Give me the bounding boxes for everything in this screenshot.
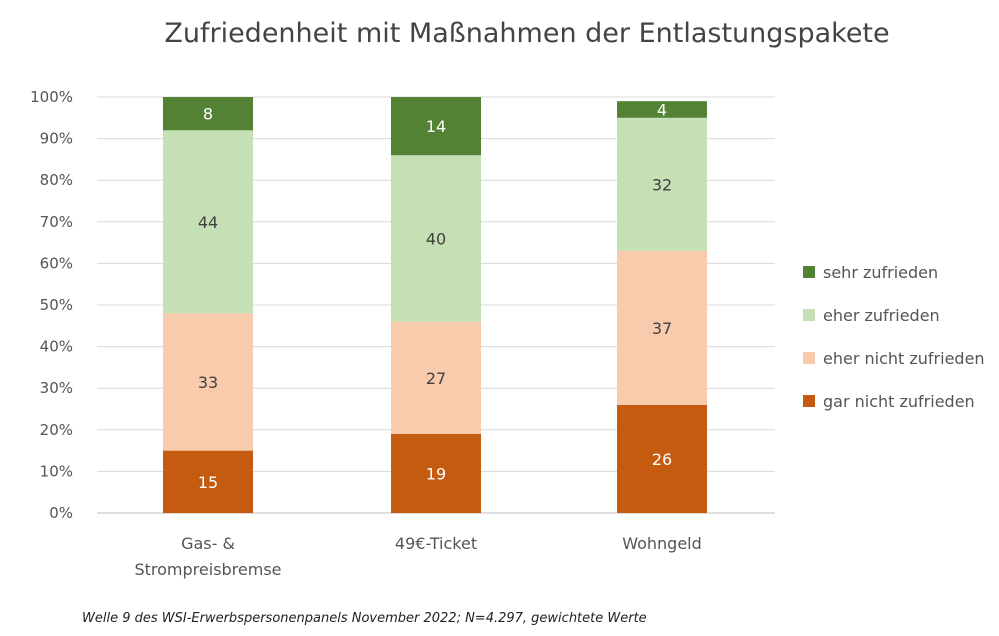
y-tick-label: 0% xyxy=(49,504,73,522)
legend-label: eher zufrieden xyxy=(823,306,940,325)
data-label: 8 xyxy=(203,105,213,124)
y-tick-label: 10% xyxy=(40,462,73,480)
legend-label: gar nicht zufrieden xyxy=(823,392,975,411)
data-label: 27 xyxy=(426,369,446,388)
x-category-label: 49€-Ticket xyxy=(395,534,477,553)
bar-segment xyxy=(391,97,481,156)
chart-title: Zufriedenheit mit Maßnahmen der Entlastu… xyxy=(164,18,889,49)
data-label: 44 xyxy=(198,213,218,232)
bar-segment xyxy=(163,313,253,451)
bar-segment xyxy=(617,250,707,405)
bar-segment xyxy=(391,321,481,434)
legend-swatch xyxy=(803,266,815,278)
y-tick-label: 50% xyxy=(40,296,73,314)
legend-swatch xyxy=(803,309,815,321)
data-label: 40 xyxy=(426,229,446,248)
data-label: 19 xyxy=(426,464,446,483)
bars: 15 33 44 8 19 27 40 14 26 37 32 4 xyxy=(163,97,707,513)
data-label: 4 xyxy=(657,100,667,119)
bar-segment xyxy=(617,117,707,251)
y-tick-label: 90% xyxy=(40,130,73,148)
y-tick-label: 100% xyxy=(30,88,73,106)
y-axis: 0% 10% 20% 30% 40% 50% 60% 70% 80% 90% 100% xyxy=(30,88,73,522)
x-category-label: Wohngeld xyxy=(622,534,702,553)
legend-swatch xyxy=(803,395,815,407)
x-category-label: Strompreisbremse xyxy=(134,560,281,579)
data-label: 26 xyxy=(652,450,672,469)
legend-swatch xyxy=(803,352,815,364)
data-label: 33 xyxy=(198,373,218,392)
y-tick-label: 20% xyxy=(40,421,73,439)
bar-segment xyxy=(391,155,481,322)
footnote: Welle 9 des WSI-Erwerbspersonenpanels No… xyxy=(82,611,647,626)
x-category-label: Gas- & xyxy=(181,534,235,553)
data-label: 37 xyxy=(652,319,672,338)
data-label: 15 xyxy=(198,473,218,492)
legend-label: sehr zufrieden xyxy=(823,263,938,282)
legend: sehr zufrieden eher zufrieden eher nicht z… xyxy=(803,263,985,411)
bar-segment xyxy=(617,101,707,118)
data-label: 14 xyxy=(426,117,446,136)
bar-segment xyxy=(617,404,707,513)
bar-segment xyxy=(391,433,481,513)
data-label: 32 xyxy=(652,175,672,194)
bar-segment xyxy=(163,450,253,513)
x-axis: Gas- & Strompreisbremse 49€-Ticket Wohngeld xyxy=(134,534,701,579)
y-tick-label: 30% xyxy=(40,379,73,397)
bar-segment xyxy=(163,130,253,314)
legend-label: eher nicht zufrieden xyxy=(823,349,985,368)
y-tick-label: 60% xyxy=(40,254,73,272)
y-tick-label: 80% xyxy=(40,171,73,189)
y-tick-label: 70% xyxy=(40,213,73,231)
y-tick-label: 40% xyxy=(40,338,73,356)
bar-segment xyxy=(163,97,253,131)
